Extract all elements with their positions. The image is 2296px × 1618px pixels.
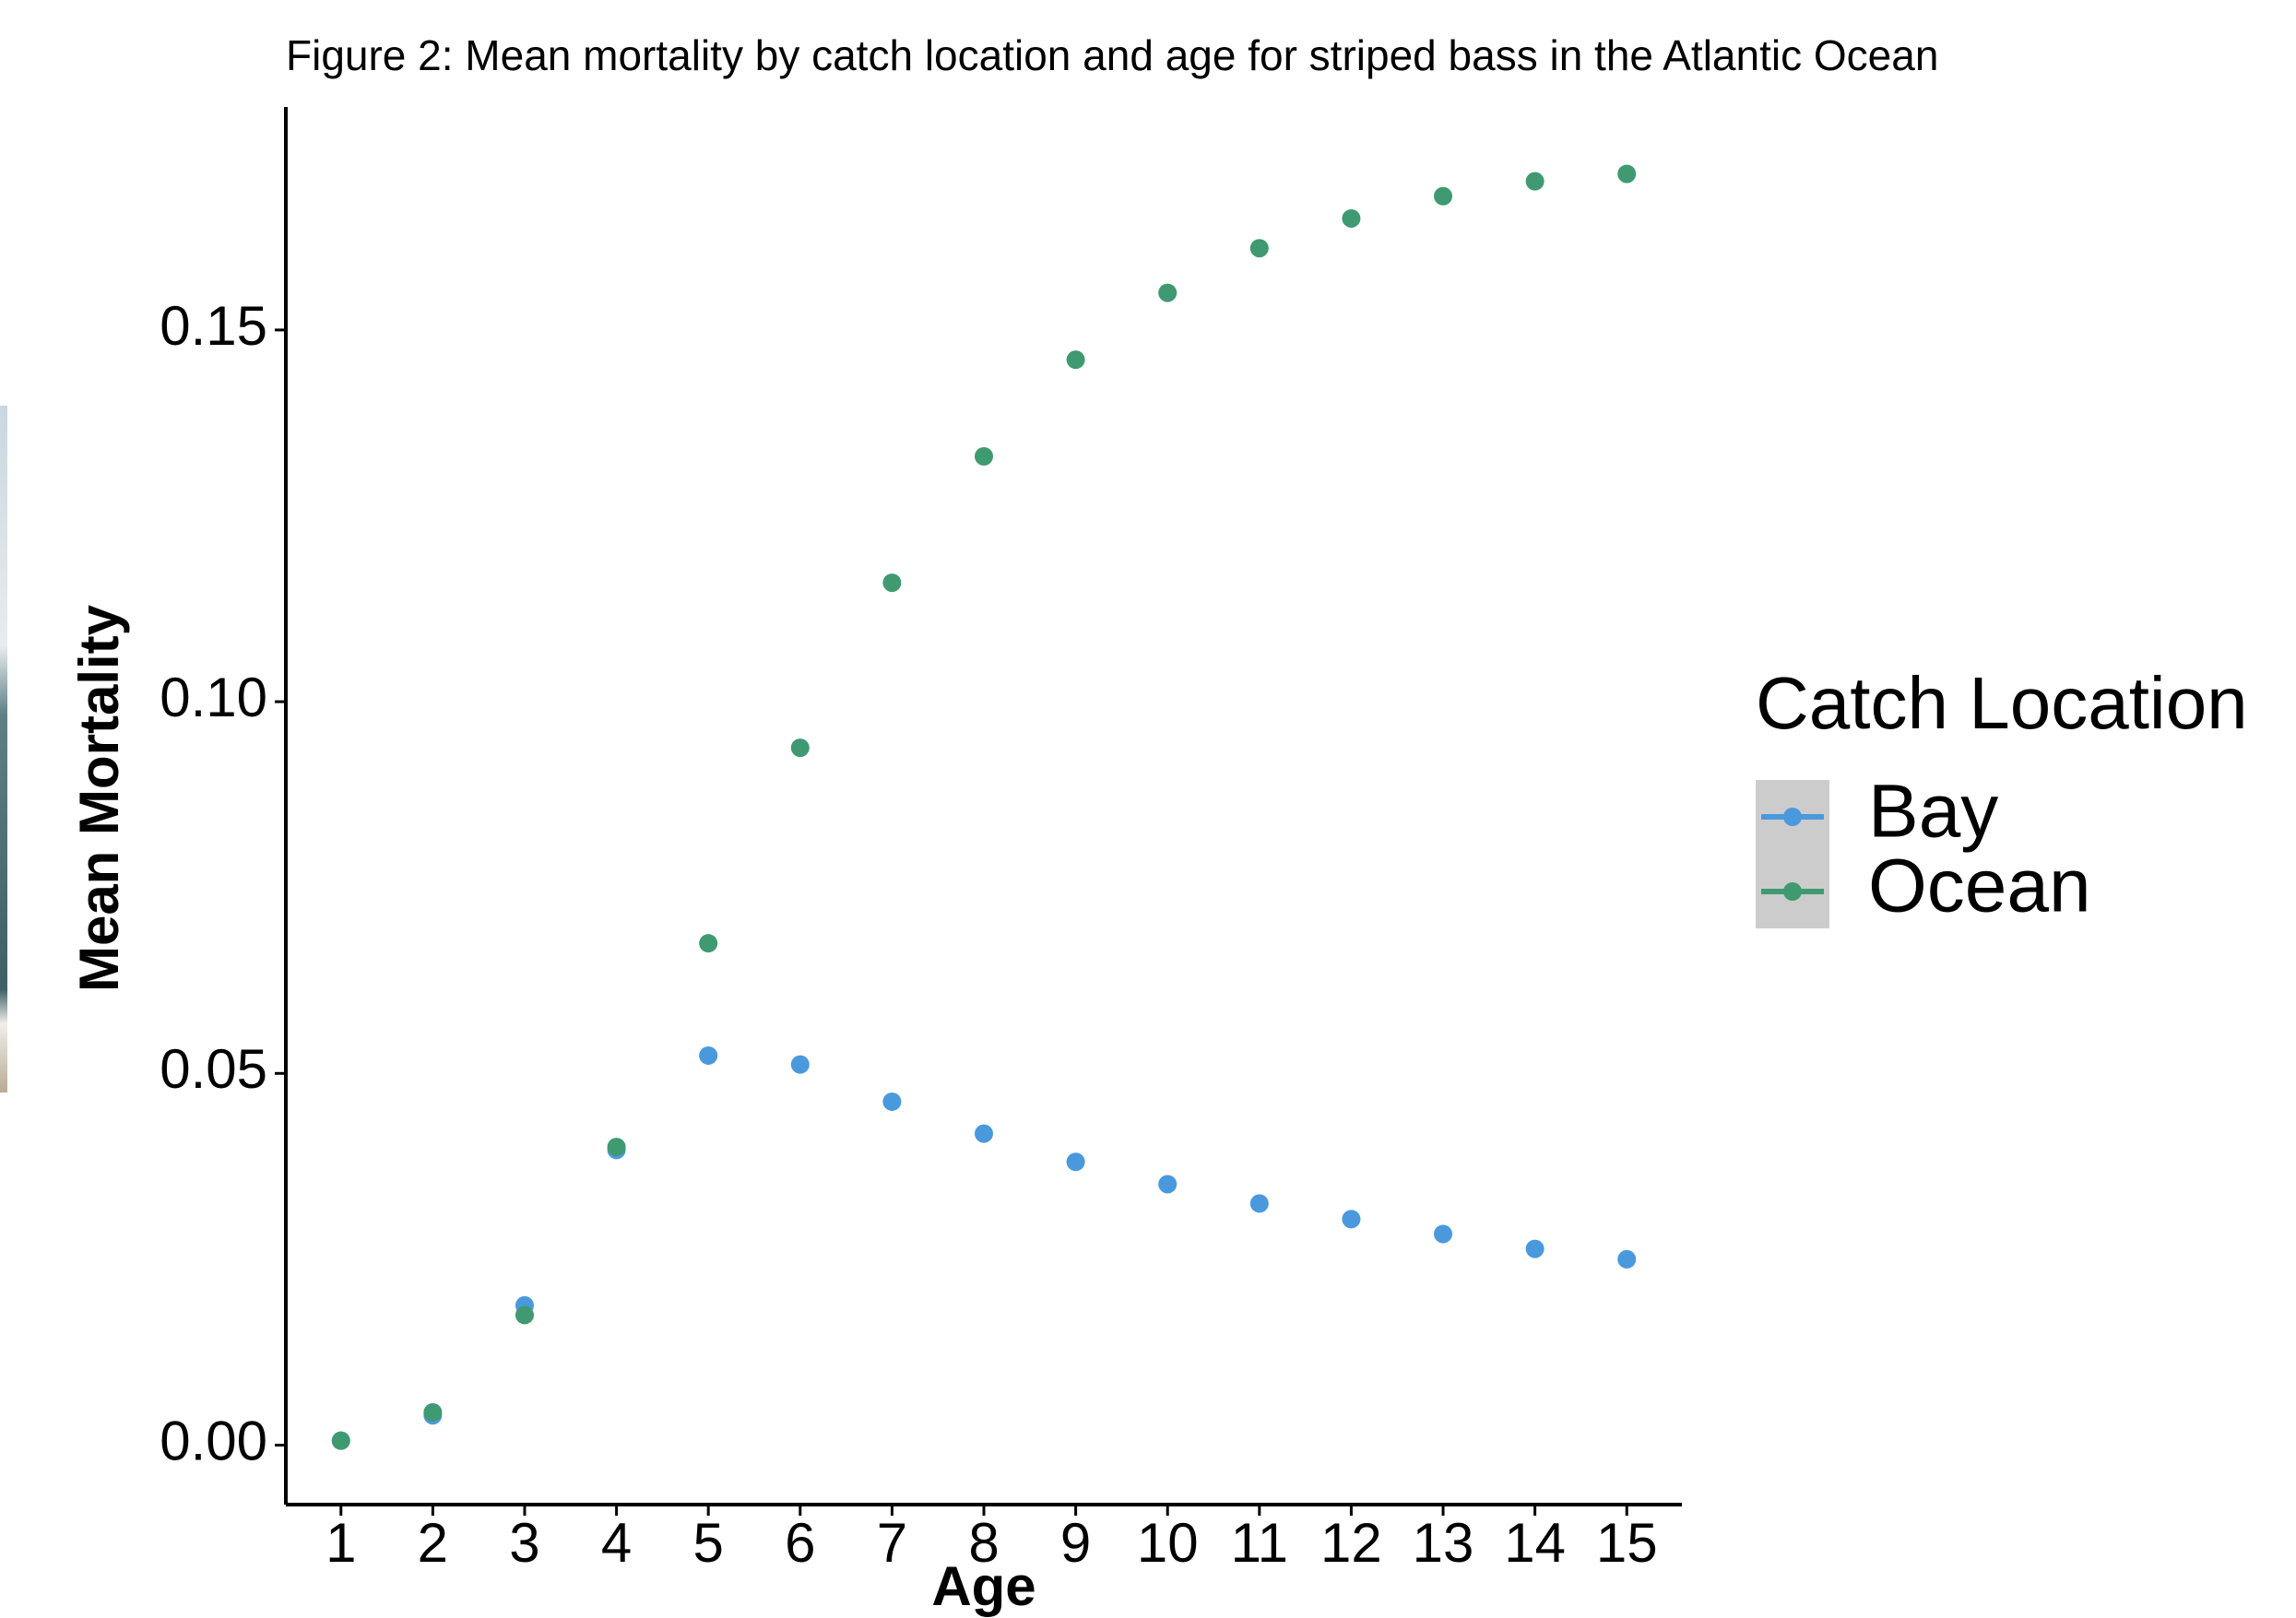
legend-key-point: [1783, 808, 1802, 826]
point: [699, 1045, 718, 1065]
x-tick-label: 5: [692, 1512, 723, 1574]
point: [699, 934, 718, 953]
x-tick-label: 4: [601, 1512, 632, 1574]
point: [975, 447, 993, 466]
point: [1342, 1210, 1361, 1229]
x-tick-label: 7: [877, 1512, 907, 1574]
x-tick-label: 13: [1413, 1512, 1474, 1574]
point: [423, 1403, 443, 1423]
x-tick-label: 8: [968, 1512, 999, 1574]
legend-key-point: [1783, 882, 1802, 901]
point: [515, 1305, 534, 1325]
x-tick-label: 10: [1137, 1512, 1199, 1574]
x-axis-label: Age: [931, 1555, 1036, 1617]
y-tick-label: 0.00: [160, 1410, 267, 1471]
point: [1066, 350, 1085, 370]
point: [1617, 1249, 1637, 1269]
x-tick-label: 14: [1504, 1512, 1566, 1574]
x-tick-label: 15: [1596, 1512, 1658, 1574]
point: [1434, 186, 1453, 206]
point: [607, 1138, 626, 1157]
point: [790, 738, 810, 758]
point: [331, 1431, 350, 1450]
legend-label: Ocean: [1868, 844, 2091, 928]
legend-key-background: [1756, 780, 1829, 928]
point: [1434, 1224, 1453, 1244]
x-tick-label: 2: [418, 1512, 448, 1574]
point: [882, 1092, 902, 1111]
point: [882, 573, 902, 593]
point: [1249, 1194, 1269, 1213]
x-tick-label: 3: [509, 1512, 539, 1574]
point: [975, 1124, 993, 1143]
legend-title: Catch Location: [1756, 662, 2248, 744]
y-tick-label: 0.10: [160, 667, 267, 728]
background-photo-strip: [0, 406, 7, 1092]
x-tick-label: 6: [785, 1512, 815, 1574]
y-tick-label: 0.15: [160, 295, 267, 357]
legend-label: Bay: [1868, 770, 1998, 854]
chart-title: Figure 2: Mean mortality by catch locati…: [286, 31, 1938, 79]
x-tick-label: 9: [1060, 1512, 1091, 1574]
point: [1525, 1239, 1544, 1258]
point: [1158, 1175, 1178, 1194]
point: [790, 1055, 810, 1074]
point: [1525, 171, 1544, 191]
point: [1066, 1152, 1085, 1172]
x-tick-label: 1: [325, 1512, 356, 1574]
y-axis-label: Mean Mortality: [68, 604, 130, 992]
point: [1158, 283, 1178, 302]
point: [1617, 164, 1637, 183]
x-tick-label: 12: [1320, 1512, 1382, 1574]
x-tick-label: 11: [1231, 1512, 1288, 1574]
y-tick-label: 0.05: [160, 1038, 267, 1100]
point: [1249, 239, 1269, 258]
point: [1342, 208, 1361, 228]
